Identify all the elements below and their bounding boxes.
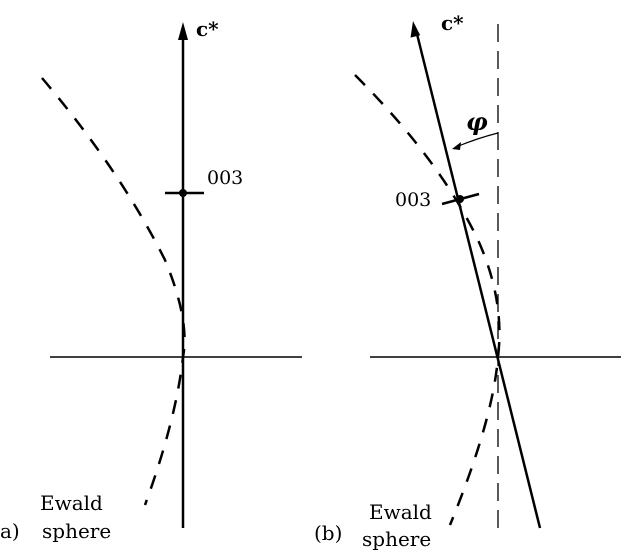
panel-b-ewald-sphere-arc bbox=[354, 74, 501, 526]
panel-a-reflection-label: 003 bbox=[207, 167, 243, 189]
panel-b-c-star-axis bbox=[415, 33, 542, 529]
panel-b-ewald-label-line1: Ewald bbox=[369, 500, 432, 524]
panel-a-caption: a) bbox=[0, 519, 20, 543]
panel-b-angle-arrowhead bbox=[452, 142, 461, 150]
panel-a-003-point bbox=[179, 189, 187, 197]
panel-b-axis-label: c* bbox=[441, 11, 464, 35]
panel-a-ewald-label-line1: Ewald bbox=[40, 491, 103, 515]
panel-b-angle-label: φ bbox=[466, 107, 488, 136]
panel-b-ewald-label-line2: sphere bbox=[362, 527, 431, 551]
panel-b: c* 003 φ Ewald sphere (b) bbox=[314, 11, 621, 551]
panel-a-ewald-sphere-arc bbox=[41, 77, 186, 506]
panel-a-axis-label: c* bbox=[196, 17, 219, 41]
panel-b-reflection-label: 003 bbox=[395, 189, 431, 211]
panel-b-caption: (b) bbox=[314, 521, 342, 545]
panel-b-axis-arrowhead bbox=[410, 21, 421, 38]
panel-a-axis-arrowhead bbox=[178, 22, 188, 40]
panel-a: c* 003 Ewald sphere a) bbox=[0, 17, 302, 543]
panel-a-ewald-label-line2: sphere bbox=[42, 519, 111, 543]
panel-b-003-point bbox=[456, 195, 464, 203]
